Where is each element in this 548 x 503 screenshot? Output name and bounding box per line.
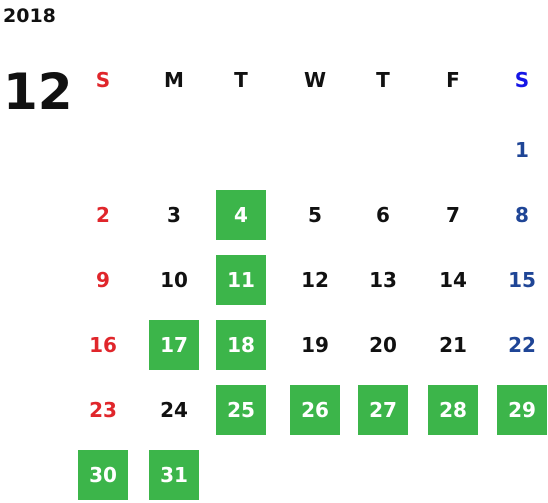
day-cell[interactable]: 29 <box>497 385 547 435</box>
day-cell[interactable]: 2 <box>96 203 110 227</box>
weekday-header: S <box>514 68 530 92</box>
day-cell[interactable]: 24 <box>160 398 188 422</box>
day-cell[interactable]: 28 <box>428 385 478 435</box>
month: 12 <box>3 63 73 121</box>
day-cell[interactable]: 16 <box>89 333 117 357</box>
weekday-header: W <box>303 68 327 92</box>
day-cell[interactable]: 9 <box>96 268 110 292</box>
day-cell[interactable]: 7 <box>446 203 460 227</box>
day-cell[interactable]: 22 <box>508 333 536 357</box>
day-cell[interactable]: 1 <box>515 138 529 162</box>
day-cell[interactable]: 20 <box>369 333 397 357</box>
day-cell[interactable]: 26 <box>290 385 340 435</box>
day-cell[interactable]: 11 <box>216 255 266 305</box>
day-cell[interactable]: 27 <box>358 385 408 435</box>
day-cell[interactable]: 5 <box>308 203 322 227</box>
day-cell[interactable]: 12 <box>301 268 329 292</box>
day-cell[interactable]: 8 <box>515 203 529 227</box>
day-cell[interactable]: 15 <box>508 268 536 292</box>
day-cell[interactable]: 14 <box>439 268 467 292</box>
weekday-header: T <box>376 68 390 92</box>
day-cell[interactable]: 19 <box>301 333 329 357</box>
day-cell[interactable]: 25 <box>216 385 266 435</box>
year: 2018 <box>3 5 56 27</box>
day-cell[interactable]: 31 <box>149 450 199 500</box>
day-cell[interactable]: 18 <box>216 320 266 370</box>
day-cell[interactable]: 17 <box>149 320 199 370</box>
day-cell[interactable]: 4 <box>216 190 266 240</box>
day-cell[interactable]: 13 <box>369 268 397 292</box>
day-cell[interactable]: 30 <box>78 450 128 500</box>
day-cell[interactable]: 23 <box>89 398 117 422</box>
day-cell[interactable]: 3 <box>167 203 181 227</box>
day-cell[interactable]: 21 <box>439 333 467 357</box>
day-cell[interactable]: 6 <box>376 203 390 227</box>
day-cell[interactable]: 10 <box>160 268 188 292</box>
weekday-header: S <box>95 68 111 92</box>
weekday-header: M <box>164 68 184 92</box>
weekday-header: F <box>446 68 460 92</box>
weekday-header: T <box>234 68 248 92</box>
